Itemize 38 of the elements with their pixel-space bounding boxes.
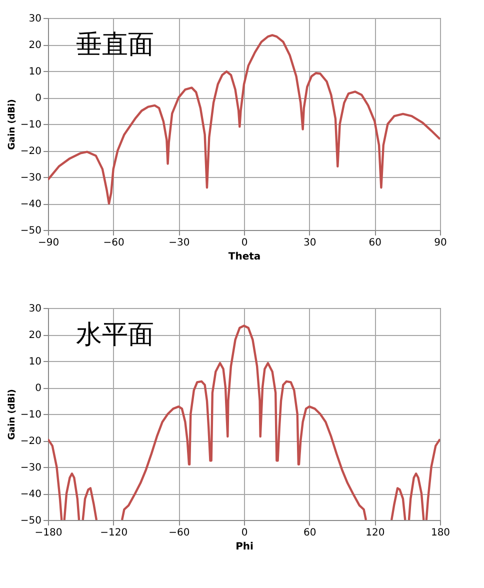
y-tick-label: −20 [20,146,42,157]
y-tick-label: 10 [28,66,42,78]
x-tick-label: 180 [430,528,450,538]
x-tick-label: 60 [303,528,316,538]
x-tick-label: −60 [103,238,124,248]
x-tick-label: −120 [100,528,128,538]
x-tick-label: 120 [366,528,385,538]
x-tick-label: 90 [434,238,447,248]
x-axis-title: Theta [228,252,261,262]
y-axis-title: Gain (dBi) [7,389,18,440]
x-tick-label: −180 [34,528,62,538]
y-tick-label: 30 [28,304,42,314]
y-tick-label: 10 [28,356,42,368]
y-tick-label: −10 [20,120,42,130]
x-tick-label: −90 [38,238,60,248]
y-tick-label: 20 [28,330,42,341]
x-axis-title: Phi [236,542,254,552]
y-tick-label: −40 [20,489,42,500]
y-axis-title: Gain (dBi) [7,99,18,150]
y-tick-label: −10 [20,410,42,420]
x-tick-label: 0 [241,528,248,538]
y-tick-label: −40 [20,199,42,210]
y-tick-label: 0 [35,383,42,394]
y-tick-label: −30 [20,462,42,474]
y-tick-label: −50 [20,226,42,236]
text: 水平面 [76,320,154,350]
y-tick-label: −50 [20,516,42,526]
y-tick-label: 30 [28,14,42,24]
x-tick-label: 0 [241,238,248,248]
x-tick-label: −30 [168,238,190,248]
x-tick-label: 60 [368,238,382,248]
y-tick-label: 0 [35,93,42,104]
x-tick-label: 30 [303,238,316,248]
y-tick-label: −20 [20,436,42,447]
text: 垂直面 [76,30,154,60]
x-tick-label: −60 [168,528,190,538]
y-tick-label: −30 [20,172,42,184]
y-tick-label: 20 [28,40,42,51]
